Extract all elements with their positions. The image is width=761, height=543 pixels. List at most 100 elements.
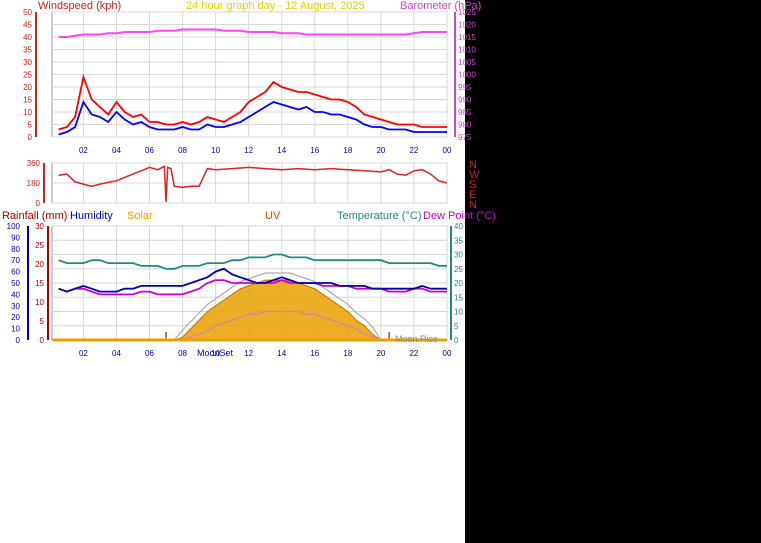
p1-x-tick: 16 — [310, 146, 319, 155]
p1-right-tick: 980 — [458, 121, 472, 130]
p1-x-tick: 20 — [376, 146, 385, 155]
moonrise-label: Moon Rise — [395, 334, 438, 344]
humidity-line — [58, 267, 447, 293]
p1-right-tick: 1025 — [458, 8, 476, 17]
p3-temp-tick: 25 — [454, 265, 463, 274]
compass-label: N — [469, 159, 477, 171]
baro-axis-title: Barometer (hPa) — [400, 0, 481, 12]
p3-rain-tick: 20 — [35, 260, 44, 269]
p3-x-tick: 06 — [145, 349, 154, 358]
p1-x-tick: 02 — [79, 146, 88, 155]
wind-axis-title: Windspeed (kph) — [38, 0, 121, 12]
p1-right-tick: 990 — [458, 96, 472, 105]
p1-left-tick: 25 — [23, 71, 32, 80]
p2-left-tick: 180 — [27, 179, 41, 188]
p1-left-tick: 50 — [23, 8, 32, 17]
moonset-label: MoonSet — [197, 348, 234, 358]
p1-x-tick: 12 — [244, 146, 253, 155]
p1-left-tick: 5 — [28, 121, 33, 130]
p3-x-tick: 02 — [79, 349, 88, 358]
wind-avg-line — [58, 99, 447, 136]
p1-left-tick: 35 — [23, 46, 32, 55]
p1-x-tick: 08 — [178, 146, 187, 155]
p1-right-tick: 1010 — [458, 46, 476, 55]
p1-right-tick: 1020 — [458, 21, 476, 30]
p1-right-tick: 975 — [458, 133, 472, 142]
p3-humidity-tick: 80 — [11, 245, 20, 254]
legend-solar: Solar — [127, 210, 153, 222]
p3-temp-tick: 40 — [454, 222, 463, 231]
p3-humidity-tick: 60 — [11, 268, 20, 277]
p1-left-tick: 30 — [23, 58, 32, 67]
p3-x-tick: 18 — [343, 349, 352, 358]
graph-title: 24 hour graph day - 12 August, 2025 — [186, 0, 365, 12]
p3-temp-tick: 10 — [454, 308, 463, 317]
p3-humidity-tick: 30 — [11, 302, 20, 311]
legend-dewpoint: Dew Point (°C) — [423, 210, 496, 222]
p1-left-tick: 40 — [23, 33, 32, 42]
p1-right-tick: 1000 — [458, 71, 476, 80]
p3-temp-tick: 15 — [454, 293, 463, 302]
p3-rain-tick: 30 — [35, 222, 44, 231]
p1-x-tick: 06 — [145, 146, 154, 155]
legend-temperature: Temperature (°C) — [337, 210, 421, 222]
compass-label: S — [469, 179, 476, 191]
compass-label: E — [469, 189, 476, 201]
p1-x-tick: 00 — [443, 146, 452, 155]
p1-left-tick: 20 — [23, 83, 32, 92]
p3-temp-tick: 20 — [454, 279, 463, 288]
p3-humidity-tick: 10 — [11, 325, 20, 334]
p1-right-tick: 1015 — [458, 33, 476, 42]
wind-barometer-panel: 0510152025303540455097598098599099510001… — [23, 8, 476, 155]
p3-x-tick: 08 — [178, 349, 187, 358]
p1-left-tick: 10 — [23, 108, 32, 117]
p3-x-tick: 00 — [443, 349, 452, 358]
p3-x-tick: 22 — [409, 349, 418, 358]
p1-left-tick: 45 — [23, 21, 32, 30]
p3-humidity-tick: 20 — [11, 313, 20, 322]
compass-label: N — [469, 199, 477, 211]
p1-left-tick: 15 — [23, 96, 32, 105]
p3-humidity-tick: 70 — [11, 256, 20, 265]
p1-x-tick: 10 — [211, 146, 220, 155]
legend-humidity: Humidity — [70, 210, 113, 222]
p3-x-tick: 12 — [244, 349, 253, 358]
p3-humidity-tick: 50 — [11, 279, 20, 288]
p3-rain-tick: 15 — [35, 279, 44, 288]
legend-rain: Rainfall (mm) — [2, 210, 67, 222]
p3-x-tick: 20 — [376, 349, 385, 358]
p3-humidity-tick: 100 — [7, 222, 21, 231]
p3-x-tick: 16 — [310, 349, 319, 358]
p1-x-tick: 04 — [112, 146, 121, 155]
legend-uv: UV — [265, 210, 281, 222]
barometer-line — [58, 28, 447, 38]
p3-temp-tick: 0 — [454, 336, 459, 345]
p3-temp-tick: 30 — [454, 251, 463, 260]
p3-rain-tick: 10 — [35, 298, 44, 307]
p1-right-tick: 1005 — [458, 58, 476, 67]
p3-temp-tick: 35 — [454, 236, 463, 245]
p3-rain-tick: 0 — [40, 336, 45, 345]
p1-right-tick: 985 — [458, 108, 472, 117]
p3-temp-tick: 5 — [454, 322, 459, 331]
p3-x-tick: 10 — [211, 349, 220, 358]
p3-rain-tick: 25 — [35, 241, 44, 250]
rain-humidity-solar-panel: 0 5 10 15 20 25 30 35 40 0 5 10 15 20 25 30 0 10 20 30 40 50 6… — [7, 222, 464, 358]
direction-line — [58, 165, 448, 202]
compass-label: W — [469, 169, 480, 181]
gust-line — [58, 73, 447, 131]
p3-humidity-tick: 0 — [16, 336, 21, 345]
p3-x-tick: 04 — [112, 349, 121, 358]
p3-humidity-tick: 90 — [11, 233, 20, 242]
p3-x-tick: 14 — [277, 349, 286, 358]
p3-rain-tick: 5 — [40, 317, 45, 326]
temperature-line — [58, 253, 447, 270]
p1-right-tick: 995 — [458, 83, 472, 92]
p2-left-tick: 0 — [36, 199, 41, 208]
p1-x-tick: 22 — [409, 146, 418, 155]
p1-x-tick: 18 — [343, 146, 352, 155]
p3-humidity-tick: 40 — [11, 290, 20, 299]
p1-left-tick: 0 — [28, 133, 33, 142]
